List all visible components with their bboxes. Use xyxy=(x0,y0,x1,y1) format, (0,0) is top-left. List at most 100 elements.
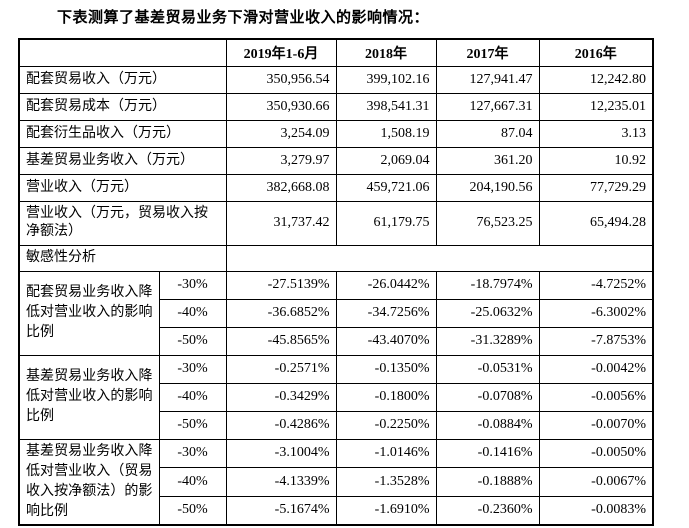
sensitivity-value: -0.3429% xyxy=(225,382,337,412)
metric-value: 3.13 xyxy=(538,119,654,148)
sensitivity-row: 配套贸易业务收入降低对营业收入的影响比例 -30% -27.5139% -26.044… xyxy=(18,270,654,356)
sensitivity-group-label: 基差贸易业务收入降低对营业收入的影响比例 xyxy=(18,354,160,440)
metric-value: 127,667.31 xyxy=(435,92,540,121)
sensitivity-value: -43.4070% xyxy=(335,326,437,356)
sensitivity-value: -0.4286% xyxy=(225,410,337,440)
scenario-cell: -50% xyxy=(158,495,227,525)
sensitivity-value: -31.3289% xyxy=(435,326,540,356)
sensitivity-value: -0.1350% xyxy=(335,354,437,384)
table-row: 营业收入（万元） 382,668.08 459,721.06 204,190.56 77… xyxy=(18,173,654,202)
table-row: 配套贸易成本（万元） 350,930.66 398,541.31 127,667.31… xyxy=(18,92,654,121)
metric-label: 营业收入（万元，贸易收入按净额法） xyxy=(18,200,227,246)
sensitivity-value: -45.8565% xyxy=(225,326,337,356)
metric-value: 2,069.04 xyxy=(335,146,437,175)
scenario-cell: -30% xyxy=(158,438,227,468)
table-row: 基差贸易业务收入（万元） 3,279.97 2,069.04 361.20 10.92 xyxy=(18,146,654,175)
metric-label: 配套衍生品收入（万元） xyxy=(18,119,227,148)
impact-table: 2019年1-6月 2018年 2017年 2016年 配套贸易收入（万元） 350,95… xyxy=(18,38,654,526)
impact-table-body: 2019年1-6月 2018年 2017年 2016年 配套贸易收入（万元） 350,95… xyxy=(18,38,654,525)
sensitivity-value: -0.2250% xyxy=(335,410,437,440)
metric-value: 382,668.08 xyxy=(225,173,337,202)
metric-label: 基差贸易业务收入（万元） xyxy=(18,146,227,175)
scenario-cell: -30% xyxy=(158,270,227,300)
metric-value: 204,190.56 xyxy=(435,173,540,202)
table-row: 配套衍生品收入（万元） 3,254.09 1,508.19 87.04 3.13 xyxy=(18,119,654,148)
sensitivity-value: -36.6852% xyxy=(225,298,337,328)
sensitivity-value: -0.2571% xyxy=(225,354,337,384)
scenario-cell: -40% xyxy=(158,382,227,412)
metric-value: 361.20 xyxy=(435,146,540,175)
metric-value: 399,102.16 xyxy=(335,65,437,94)
sensitivity-value: -34.7256% xyxy=(335,298,437,328)
metric-value: 10.92 xyxy=(538,146,654,175)
table-header-row: 2019年1-6月 2018年 2017年 2016年 xyxy=(18,38,654,67)
scenario-cell: -30% xyxy=(158,354,227,384)
sensitivity-value: -1.0146% xyxy=(335,438,437,468)
metric-value: 459,721.06 xyxy=(335,173,437,202)
page-title: 下表测算了基差贸易业务下滑对营业收入的影响情况： xyxy=(57,10,430,26)
sensitivity-row: -40% -36.6852% -34.7256% -25.0632% -6.3002% xyxy=(19,298,654,328)
sensitivity-value: -0.0042% xyxy=(538,354,654,384)
sensitivity-value: -0.0708% xyxy=(435,382,540,412)
metric-value: 1,508.19 xyxy=(335,119,437,148)
metric-value: 12,235.01 xyxy=(538,92,654,121)
sensitivity-value: -0.0884% xyxy=(435,410,540,440)
scenario-cell: -50% xyxy=(158,326,227,356)
sensitivity-group-label: 配套贸易业务收入降低对营业收入的影响比例 xyxy=(18,270,160,356)
section-header-cell: 敏感性分析 xyxy=(18,244,227,272)
sensitivity-value: -6.3002% xyxy=(538,298,654,328)
metric-value: 350,930.66 xyxy=(225,92,337,121)
sensitivity-value: -0.0531% xyxy=(435,354,540,384)
corner-empty-cell xyxy=(18,38,227,67)
sensitivity-row: -40% -0.3429% -0.1800% -0.0708% -0.0056% xyxy=(19,382,654,412)
metric-value: 87.04 xyxy=(435,119,540,148)
metric-value: 398,541.31 xyxy=(335,92,437,121)
metric-value: 61,179.75 xyxy=(335,200,437,246)
metric-value: 31,737.42 xyxy=(225,200,337,246)
column-header: 2018年 xyxy=(335,38,437,67)
sensitivity-row: -50% -5.1674% -1.6910% -0.2360% -0.0083% xyxy=(19,495,654,525)
metric-value: 350,956.54 xyxy=(225,65,337,94)
sensitivity-row: 基差贸易业务收入降低对营业收入的影响比例 -30% -0.2571% -0.1350%… xyxy=(18,354,654,440)
metric-label: 营业收入（万元） xyxy=(18,173,227,202)
sensitivity-value: -0.0070% xyxy=(538,410,654,440)
column-header: 2016年 xyxy=(538,38,654,67)
metric-value: 3,254.09 xyxy=(225,119,337,148)
sensitivity-value: -0.1888% xyxy=(435,467,540,497)
sensitivity-value: -4.1339% xyxy=(225,467,337,497)
metric-value: 12,242.80 xyxy=(538,65,654,94)
sensitivity-value: -3.1004% xyxy=(225,438,337,468)
metric-value: 76,523.25 xyxy=(435,200,540,246)
table-row: 营业收入（万元，贸易收入按净额法） 31,737.42 61,179.75 76,52… xyxy=(18,200,654,246)
sensitivity-value: -18.7974% xyxy=(435,270,540,300)
table-row: 配套贸易收入（万元） 350,956.54 399,102.16 127,941.47… xyxy=(18,65,654,94)
sensitivity-value: -25.0632% xyxy=(435,298,540,328)
column-header: 2017年 xyxy=(435,38,540,67)
sensitivity-value: -0.0050% xyxy=(538,438,654,468)
sensitivity-value: -7.8753% xyxy=(538,326,654,356)
sensitivity-value: -0.2360% xyxy=(435,495,540,525)
metric-value: 77,729.29 xyxy=(538,173,654,202)
sensitivity-value: -0.0056% xyxy=(538,382,654,412)
metric-label: 配套贸易成本（万元） xyxy=(18,92,227,121)
scenario-cell: -40% xyxy=(158,298,227,328)
sensitivity-value: -1.3528% xyxy=(335,467,437,497)
sensitivity-value: -27.5139% xyxy=(225,270,337,300)
sensitivity-value: -0.1800% xyxy=(335,382,437,412)
scenario-cell: -50% xyxy=(158,410,227,440)
sensitivity-value: -0.1416% xyxy=(435,438,540,468)
sensitivity-value: -26.0442% xyxy=(335,270,437,300)
metric-value: 3,279.97 xyxy=(225,146,337,175)
sensitivity-row: -50% -0.4286% -0.2250% -0.0884% -0.0070% xyxy=(19,410,654,440)
column-header: 2019年1-6月 xyxy=(225,38,337,67)
scenario-cell: -40% xyxy=(158,467,227,497)
sensitivity-group-label: 基差贸易业务收入降低对营业收入（贸易收入按净额法）的影响比例 xyxy=(18,438,160,525)
sensitivity-value: -0.0083% xyxy=(538,495,654,525)
section-header-row: 敏感性分析 xyxy=(18,244,654,272)
metric-value: 65,494.28 xyxy=(538,200,654,246)
sensitivity-value: -5.1674% xyxy=(225,495,337,525)
sensitivity-value: -0.0067% xyxy=(538,467,654,497)
sensitivity-row: -40% -4.1339% -1.3528% -0.1888% -0.0067% xyxy=(19,467,654,497)
section-header-empty-cell xyxy=(225,244,654,272)
sensitivity-row: 基差贸易业务收入降低对营业收入（贸易收入按净额法）的影响比例 -30% -3.100… xyxy=(18,438,654,525)
